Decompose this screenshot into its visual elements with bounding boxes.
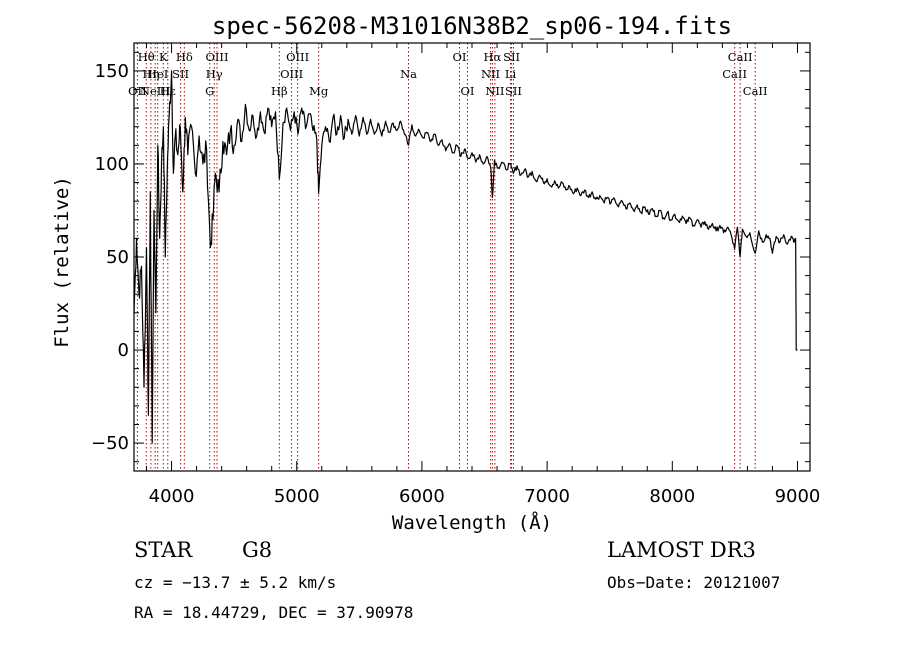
x-axis-ticks: 4000 5000 6000 7000 8000 9000	[146, 43, 821, 507]
line-label: NII	[481, 67, 500, 81]
y-tick-label: 100	[95, 154, 129, 175]
line-label: NII	[485, 84, 504, 98]
x-axis-label: Wavelength (Å)	[392, 511, 552, 534]
line-label: Hβ	[271, 84, 288, 98]
line-label: Hε	[160, 84, 176, 98]
x-tick-label: 7000	[524, 486, 570, 507]
line-label: Hα	[484, 50, 502, 64]
line-label: Hδ	[176, 50, 193, 64]
line-label: G	[205, 84, 214, 98]
redshift-value: cz = −13.7 ± 5.2 km/s	[134, 573, 337, 592]
y-axis-ticks: −50 0 50 100 150	[91, 51, 810, 463]
line-label: SII	[503, 50, 520, 64]
object-class: STAR	[134, 538, 193, 562]
x-tick-label: 9000	[775, 486, 821, 507]
emission-line-markers	[136, 43, 756, 471]
line-label: CaII	[728, 50, 753, 64]
x-tick-label: 4000	[149, 486, 195, 507]
y-tick-label: 150	[95, 61, 129, 82]
observation-date: Obs−Date: 20121007	[607, 573, 781, 592]
x-tick-label: 5000	[274, 486, 320, 507]
spectrum-line	[133, 70, 798, 444]
line-label: OII	[128, 84, 147, 98]
y-tick-label: 50	[106, 247, 129, 268]
coordinates: RA = 18.44729, DEC = 37.90978	[134, 603, 414, 622]
line-label: OI	[452, 50, 466, 64]
line-label: OIII	[280, 67, 303, 81]
line-label: Hγ	[206, 67, 223, 81]
line-label: CaII	[743, 84, 768, 98]
y-axis-label: Flux (relative)	[51, 176, 73, 348]
line-label: SII	[505, 84, 522, 98]
plot-frame	[133, 42, 811, 472]
line-label: OIII	[205, 50, 228, 64]
line-label: CaII	[722, 67, 747, 81]
emission-line-labels: OII Hθ Hη NeIII HeI K Hε SII Hδ G Hγ OIII Hβ OIII OIII…	[128, 50, 767, 98]
line-label: NeIII	[140, 84, 171, 98]
line-label: Hη	[142, 67, 159, 81]
object-subclass: G8	[242, 538, 273, 562]
line-label: OI	[461, 84, 475, 98]
line-label: K	[159, 50, 168, 64]
y-tick-label: −50	[91, 433, 129, 454]
spectrum-chart: spec-56208-M31016N38B2_sp06-194.fits OII…	[51, 12, 821, 534]
line-label: OIII	[286, 50, 309, 64]
line-label: Hθ	[138, 50, 155, 64]
chart-title: spec-56208-M31016N38B2_sp06-194.fits	[212, 12, 732, 40]
line-label: Na	[400, 67, 417, 81]
x-tick-label: 6000	[399, 486, 445, 507]
line-label: HeI	[147, 67, 168, 81]
line-label: Mg	[309, 84, 329, 98]
survey-name: LAMOST DR3	[607, 538, 756, 562]
line-label: SII	[172, 67, 189, 81]
y-tick-label: 0	[118, 340, 129, 361]
x-tick-label: 8000	[649, 486, 695, 507]
line-label: Li	[505, 67, 517, 81]
